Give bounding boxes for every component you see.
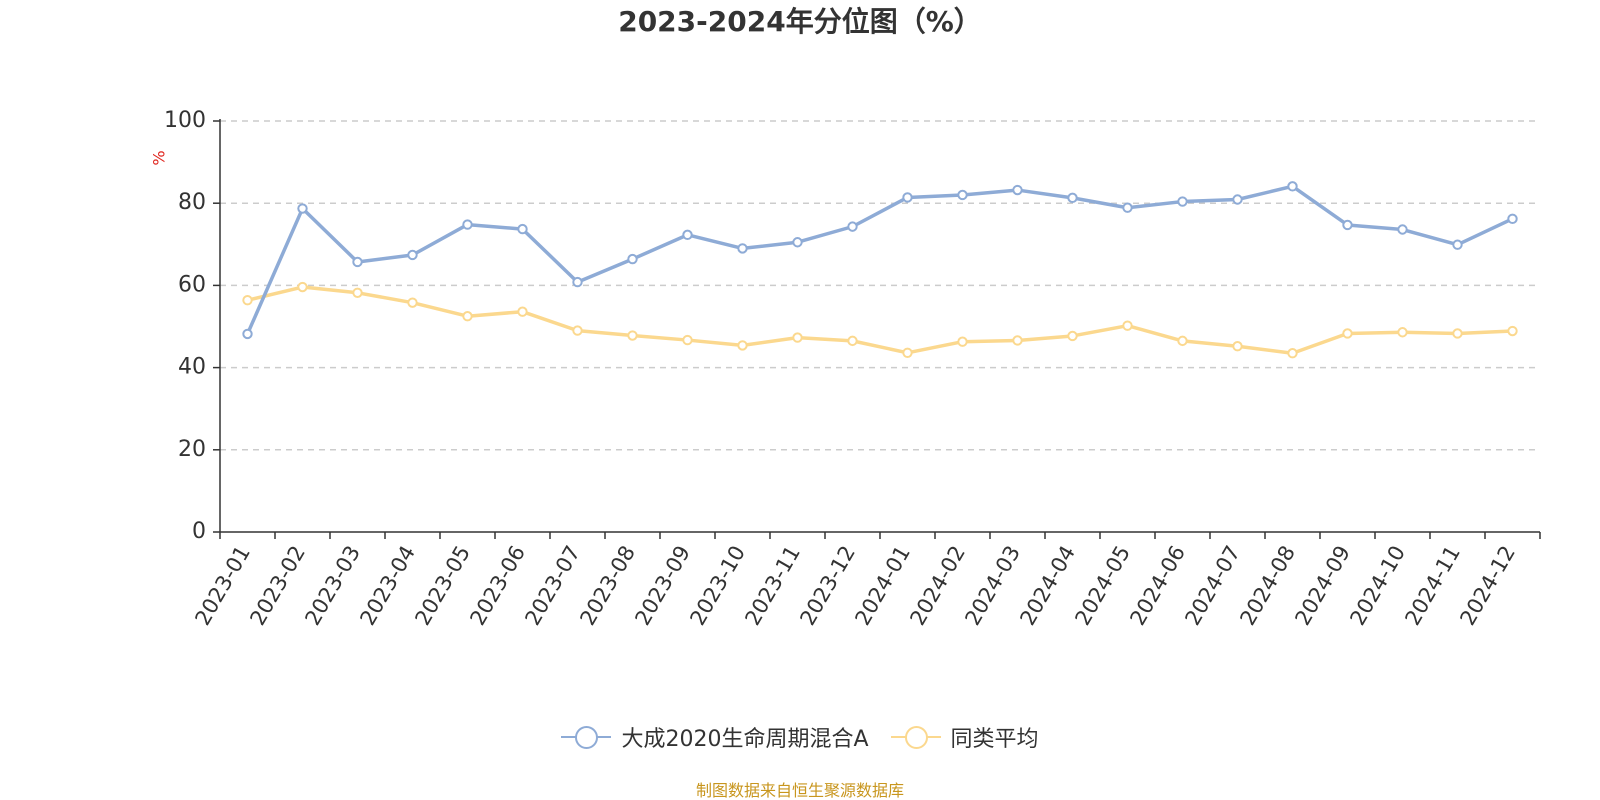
data-point[interactable]: [1287, 181, 1298, 192]
data-point[interactable]: [1122, 320, 1133, 331]
legend: 大成2020生命周期混合A 同类平均: [0, 722, 1600, 752]
data-point[interactable]: [1342, 328, 1353, 339]
data-point[interactable]: [957, 336, 968, 347]
data-point[interactable]: [242, 294, 253, 306]
legend-swatch-fund: [561, 725, 612, 749]
data-point[interactable]: [517, 223, 528, 235]
data-point[interactable]: [682, 229, 693, 241]
legend-swatch-peer-average: [890, 725, 941, 749]
y-tick-label: 20: [178, 437, 206, 462]
data-point[interactable]: [352, 287, 363, 298]
data-point[interactable]: [682, 334, 693, 346]
data-point[interactable]: [1177, 196, 1188, 207]
data-point[interactable]: [1067, 330, 1078, 342]
axes: 0204060801002023-012023-022023-032023-04…: [164, 108, 1541, 630]
legend-label-peer-average: 同类平均: [950, 727, 1039, 752]
data-point[interactable]: [1012, 184, 1023, 196]
data-point[interactable]: [847, 221, 858, 232]
series-line: [245, 285, 1515, 355]
data-point[interactable]: [737, 243, 748, 254]
x-tick-label: 2024-12: [1455, 542, 1520, 630]
data-point[interactable]: [1452, 328, 1463, 339]
series-line: [245, 184, 1515, 336]
data-point[interactable]: [1452, 239, 1463, 250]
series-fund: [242, 181, 1518, 340]
data-point[interactable]: [572, 276, 583, 288]
data-point[interactable]: [792, 237, 803, 248]
data-point[interactable]: [242, 328, 253, 340]
data-point[interactable]: [1067, 192, 1078, 204]
series-lines: [242, 181, 1518, 359]
data-point[interactable]: [1122, 202, 1133, 213]
y-tick-label: 60: [178, 272, 206, 297]
data-point[interactable]: [737, 340, 748, 351]
data-point[interactable]: [1232, 341, 1243, 352]
y-tick-label: 40: [178, 355, 206, 380]
grid-lines: [220, 120, 1540, 451]
data-point[interactable]: [1507, 213, 1518, 225]
data-point[interactable]: [792, 332, 803, 343]
legend-item-peer-average[interactable]: 同类平均: [890, 722, 1039, 752]
data-point[interactable]: [1507, 325, 1518, 337]
data-point[interactable]: [847, 335, 858, 347]
data-point[interactable]: [1287, 348, 1298, 359]
data-point[interactable]: [352, 256, 363, 268]
data-point[interactable]: [1397, 327, 1408, 338]
y-tick-label: 80: [178, 190, 206, 215]
data-point[interactable]: [902, 347, 913, 359]
data-point[interactable]: [627, 253, 638, 265]
data-point[interactable]: [1232, 194, 1243, 205]
chart-title: 2023-2024年分位图（%）: [618, 5, 982, 38]
source-note: 制图数据来自恒生聚源数据库: [695, 781, 904, 800]
data-point[interactable]: [1397, 224, 1408, 235]
series-peer-average: [242, 281, 1518, 359]
data-point[interactable]: [462, 311, 473, 322]
data-point[interactable]: [627, 330, 638, 341]
data-point[interactable]: [957, 189, 968, 201]
data-point[interactable]: [517, 306, 528, 317]
data-point[interactable]: [462, 219, 473, 230]
y-tick-label: 0: [192, 519, 206, 544]
data-point[interactable]: [1177, 335, 1188, 347]
data-point[interactable]: [572, 325, 583, 336]
legend-item-fund[interactable]: 大成2020生命周期混合A: [561, 722, 869, 752]
y-axis-unit-label: %: [150, 150, 169, 165]
data-point[interactable]: [297, 203, 308, 214]
data-point[interactable]: [1012, 335, 1023, 346]
legend-label-fund: 大成2020生命周期混合A: [621, 727, 869, 752]
y-tick-label: 100: [164, 108, 206, 133]
data-point[interactable]: [297, 281, 308, 293]
data-point[interactable]: [407, 297, 418, 308]
data-point[interactable]: [902, 192, 913, 203]
data-point[interactable]: [1342, 219, 1353, 231]
data-point[interactable]: [407, 249, 418, 261]
